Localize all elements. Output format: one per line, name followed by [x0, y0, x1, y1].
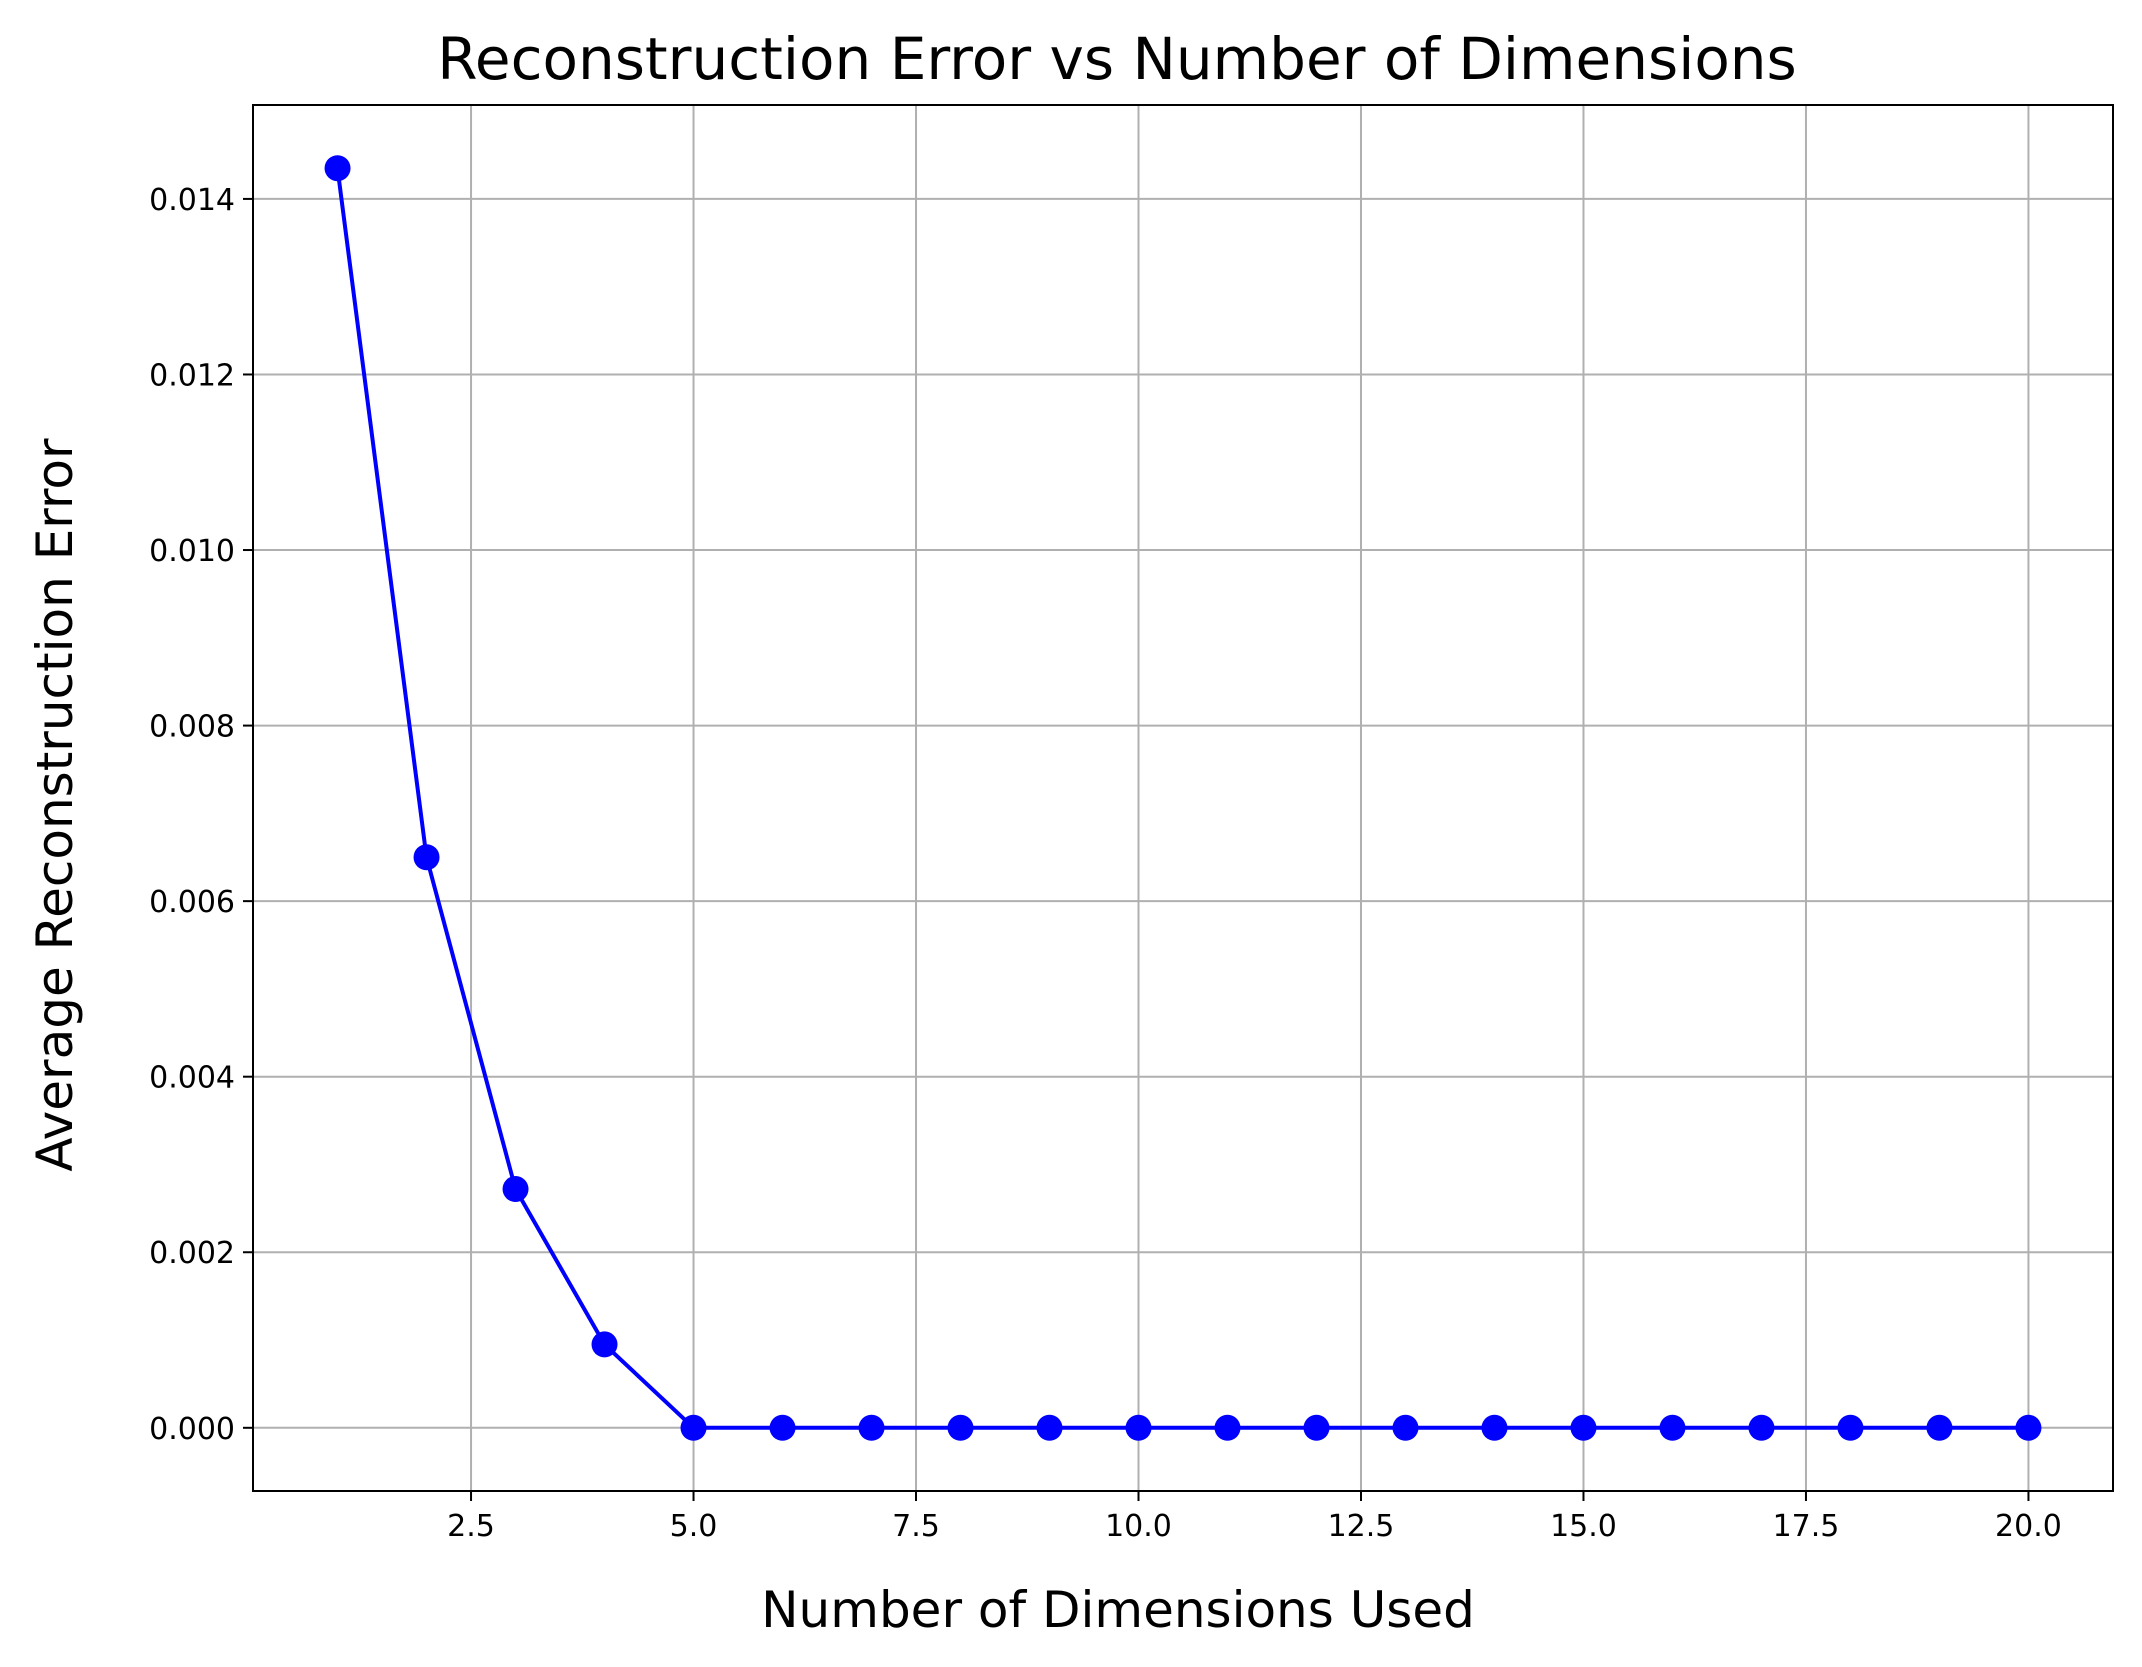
y-tick-label: 0.002 — [149, 1236, 235, 1271]
y-tick-label: 0.010 — [149, 534, 235, 569]
data-point — [769, 1414, 796, 1441]
data-point — [1214, 1414, 1241, 1441]
data-point — [1926, 1414, 1953, 1441]
series-error — [324, 155, 2042, 1441]
data-point — [1837, 1414, 1864, 1441]
data-point — [502, 1176, 529, 1203]
x-tick-label: 2.5 — [447, 1509, 495, 1544]
data-point — [947, 1414, 974, 1441]
x-tick-label: 5.0 — [670, 1509, 718, 1544]
data-point — [1659, 1414, 1686, 1441]
data-point — [1303, 1414, 1330, 1441]
x-tick-label: 15.0 — [1550, 1509, 1617, 1544]
data-point — [2015, 1414, 2042, 1441]
chart-title: Reconstruction Error vs Number of Dimens… — [437, 25, 1797, 93]
y-tick-label: 0.012 — [149, 358, 235, 393]
data-point — [1748, 1414, 1775, 1441]
y-tick-label: 0.000 — [149, 1412, 235, 1447]
y-axis-title: Average Reconstruction Error — [26, 438, 84, 1172]
y-tick-label: 0.008 — [149, 710, 235, 745]
data-point — [1036, 1414, 1063, 1441]
data-point — [1125, 1414, 1152, 1441]
x-tick-label: 12.5 — [1328, 1509, 1395, 1544]
x-tick-label: 20.0 — [1995, 1509, 2062, 1544]
x-axis-title: Number of Dimensions Used — [761, 1581, 1475, 1639]
data-point — [1392, 1414, 1419, 1441]
data-point — [324, 155, 351, 182]
data-point — [1570, 1414, 1597, 1441]
y-tick-label: 0.014 — [149, 183, 235, 218]
axis-ticks: 2.5 5.0 7.5 10.0 12.5 15.0 17.5 20.0 0.000 0.002 0… — [149, 183, 2062, 1544]
data-point — [858, 1414, 885, 1441]
y-tick-label: 0.004 — [149, 1061, 235, 1096]
data-point — [680, 1414, 707, 1441]
data-point — [413, 844, 440, 871]
grid-lines — [253, 105, 2113, 1491]
y-tick-label: 0.006 — [149, 885, 235, 920]
x-tick-label: 7.5 — [892, 1509, 940, 1544]
x-tick-label: 17.5 — [1773, 1509, 1840, 1544]
plot-area-frame — [252, 104, 2114, 1492]
series-line — [335, 167, 2029, 1430]
data-point — [591, 1331, 618, 1358]
data-point — [1481, 1414, 1508, 1441]
x-tick-label: 10.0 — [1105, 1509, 1172, 1544]
